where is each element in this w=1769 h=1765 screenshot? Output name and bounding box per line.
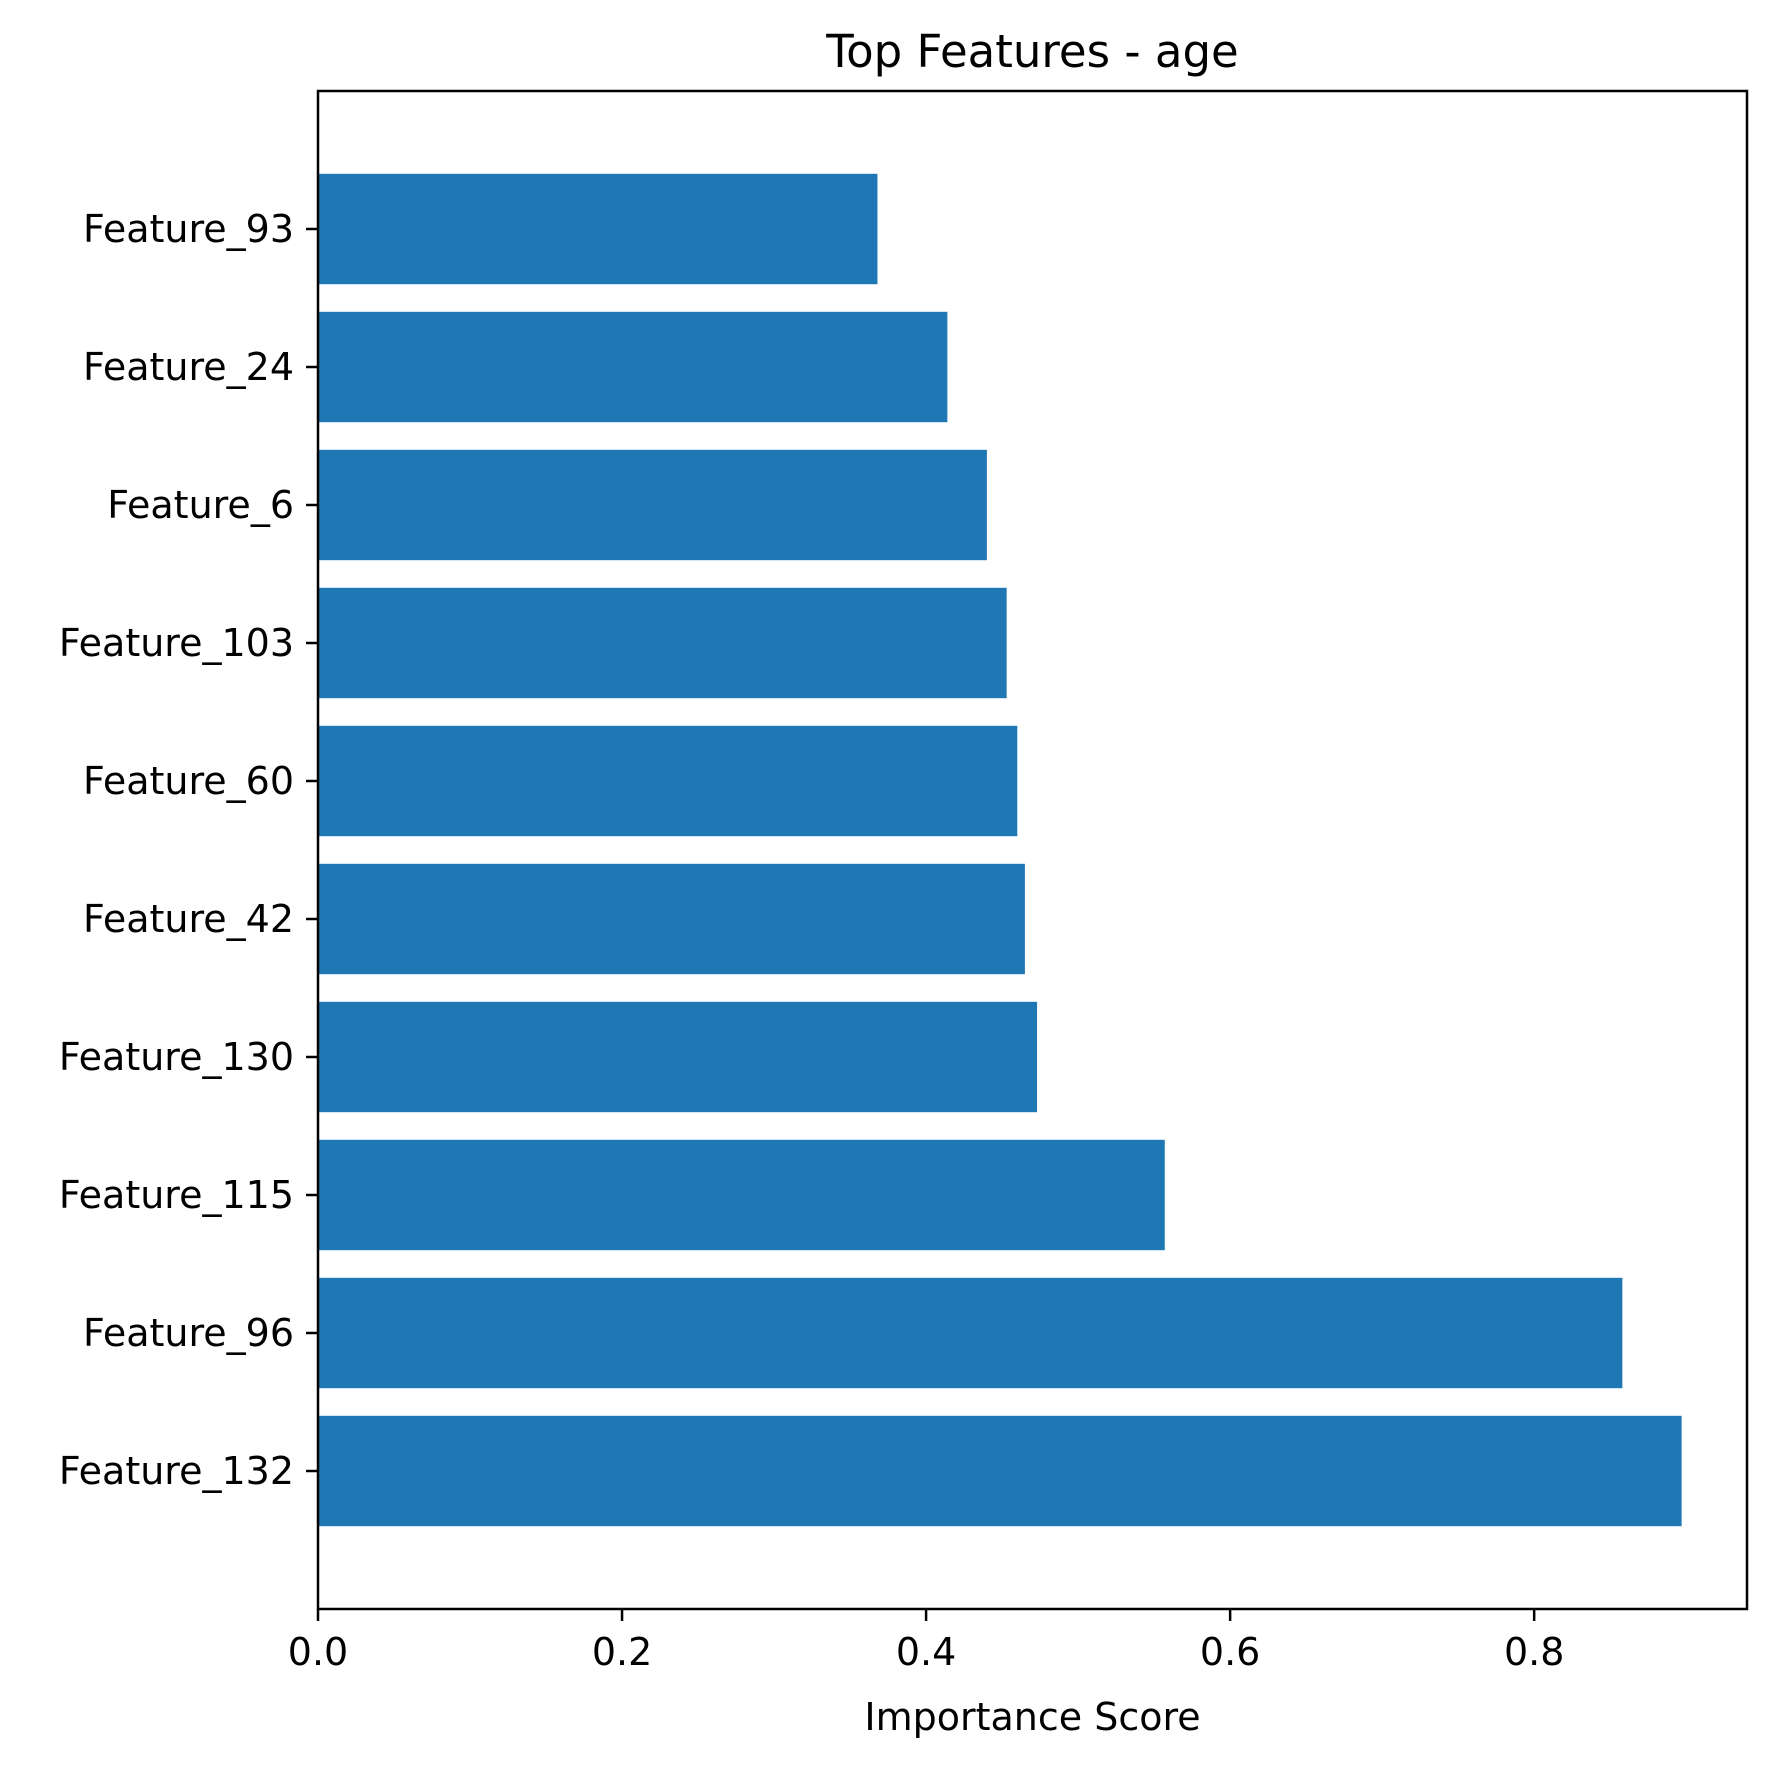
bar-feature-42 — [318, 863, 1025, 975]
y-tick-label: Feature_24 — [83, 345, 294, 389]
x-axis-label: Importance Score — [864, 1695, 1200, 1739]
y-tick-label: Feature_60 — [83, 759, 294, 803]
y-tick-label: Feature_93 — [83, 207, 294, 251]
x-tick-label: 0.8 — [1504, 1630, 1564, 1674]
y-tick-label: Feature_42 — [83, 897, 294, 941]
y-tick-label: Feature_6 — [107, 483, 294, 527]
bar-feature-103 — [318, 587, 1007, 699]
bar-feature-130 — [318, 1001, 1038, 1113]
x-tick-label: 0.2 — [592, 1630, 652, 1674]
y-tick-label: Feature_96 — [83, 1311, 294, 1355]
bar-feature-96 — [318, 1277, 1623, 1389]
bar-feature-132 — [318, 1415, 1682, 1527]
x-tick-label: 0.6 — [1200, 1630, 1260, 1674]
chart-title: Top Features - age — [825, 25, 1238, 78]
bar-feature-115 — [318, 1139, 1165, 1251]
y-tick-label: Feature_132 — [59, 1449, 294, 1493]
bar-feature-6 — [318, 449, 987, 561]
y-axis: Feature_132 Feature_96 Feature_115 Feature_… — [59, 207, 318, 1493]
x-axis: 0.0 0.2 0.4 0.6 0.8 — [288, 1609, 1564, 1674]
y-tick-label: Feature_103 — [59, 621, 294, 665]
bars-group — [318, 173, 1682, 1527]
x-tick-label: 0.0 — [288, 1630, 348, 1674]
bar-feature-93 — [318, 173, 878, 285]
bar-feature-60 — [318, 725, 1018, 837]
plot-frame — [316, 89, 1749, 1611]
bar-feature-24 — [318, 311, 948, 423]
y-tick-label: Feature_130 — [59, 1035, 294, 1079]
y-tick-label: Feature_115 — [59, 1173, 294, 1217]
x-tick-label: 0.4 — [896, 1630, 956, 1674]
